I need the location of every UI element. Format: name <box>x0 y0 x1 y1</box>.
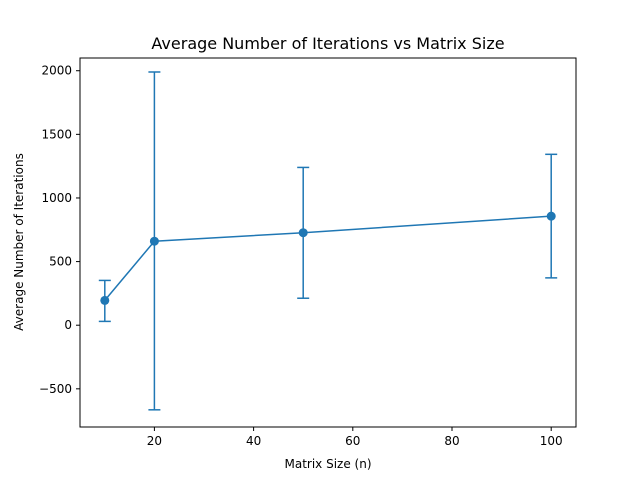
data-point <box>546 211 556 221</box>
series-line <box>104 215 552 301</box>
y-tick-label: −500 <box>39 382 72 396</box>
plot-frame <box>79 57 577 428</box>
x-axis: 20 40 60 80 100 <box>147 427 563 448</box>
data-point <box>100 295 110 305</box>
x-tick-label: 100 <box>540 434 563 448</box>
y-axis: −500 0 500 1000 1500 2000 <box>39 64 80 396</box>
y-tick-label: 1500 <box>41 127 72 141</box>
chart-title: Average Number of Iterations vs Matrix S… <box>151 34 504 53</box>
y-tick-label: 500 <box>49 255 72 269</box>
x-axis-label: Matrix Size (n) <box>284 457 371 471</box>
x-tick-label: 80 <box>444 434 459 448</box>
data-point <box>298 228 308 238</box>
y-tick-label: 1000 <box>41 191 72 205</box>
x-tick-label: 20 <box>147 434 162 448</box>
plot-area <box>98 71 558 411</box>
y-tick-label: 2000 <box>41 64 72 78</box>
x-tick-label: 40 <box>246 434 261 448</box>
y-axis-label: Average Number of Iterations <box>12 153 26 331</box>
data-point <box>149 236 159 246</box>
x-tick-label: 60 <box>345 434 360 448</box>
y-tick-label: 0 <box>64 318 72 332</box>
